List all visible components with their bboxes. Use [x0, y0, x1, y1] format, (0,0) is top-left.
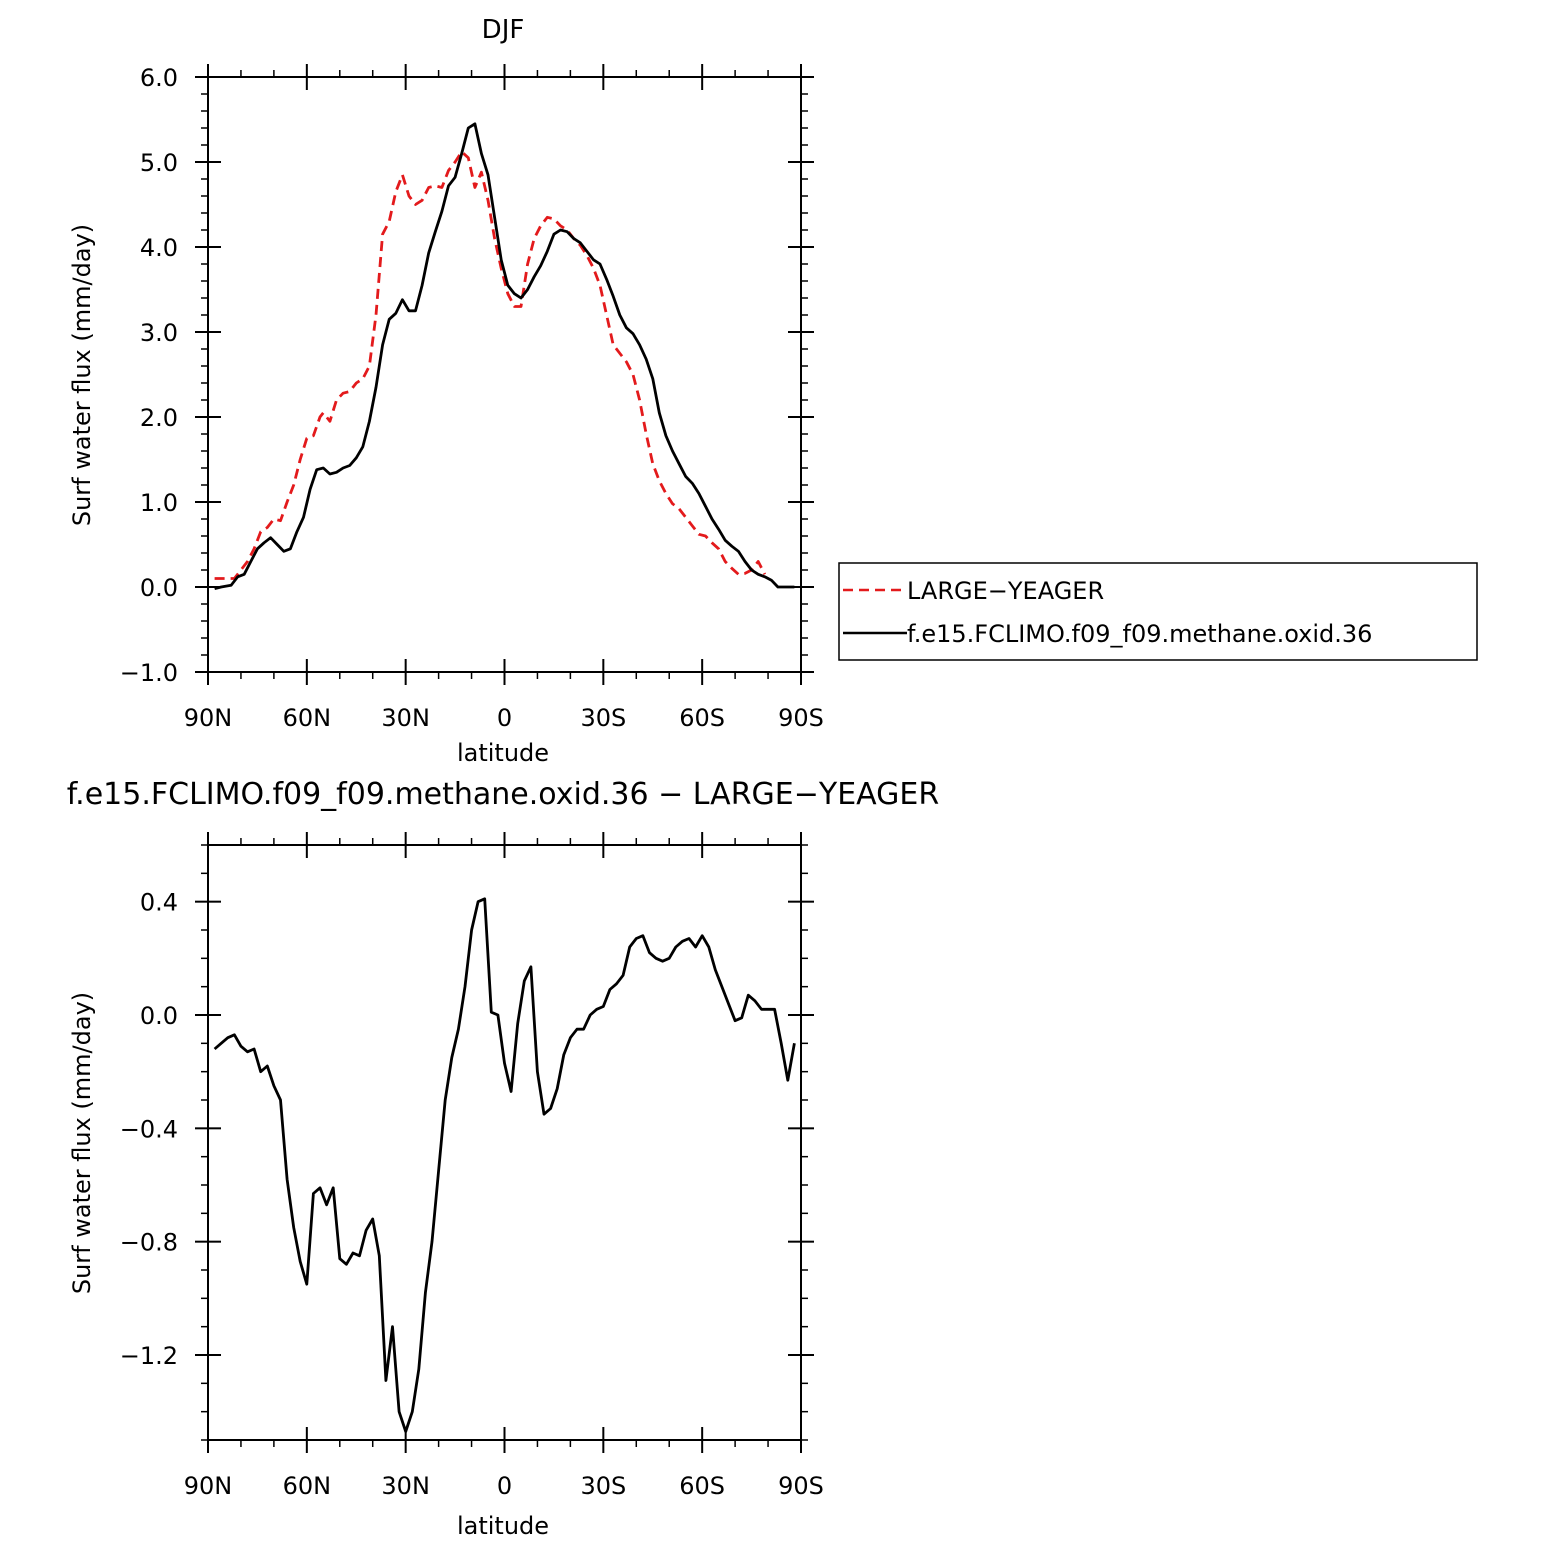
panel-title: DJF [482, 15, 525, 45]
plot-frame [207, 844, 802, 1441]
series-line-1 [213, 897, 796, 1433]
y-axis-label: Surf water flux (mm/day) [68, 224, 96, 526]
x-tick-label: 60N [283, 1472, 332, 1500]
y-tick-label: 1.0 [140, 489, 178, 517]
x-tick-label: 90S [778, 1472, 824, 1500]
x-tick-label: 30N [381, 704, 430, 732]
y-tick-label: −1.0 [120, 659, 178, 687]
y-tick-label: 2.0 [140, 404, 178, 432]
x-tick-label: 0 [497, 1472, 512, 1500]
y-tick-label: 0.0 [140, 1002, 178, 1030]
plot-frame [207, 76, 802, 673]
series-line-1 [214, 150, 767, 580]
axis-layer: 90N 60N 30N 0 30S 60S 90S −1.0 0.0 1.0 2.0 3.0 4.0 5.… [120, 64, 824, 732]
series-line-2 [214, 122, 795, 591]
y-tick-label: 0.4 [140, 889, 178, 917]
legend: LARGE−YEAGER f.e15.FCLIMO.f09_f09.methan… [838, 562, 1478, 661]
x-axis-label: latitude [457, 1512, 549, 1540]
y-tick-label: −1.2 [120, 1342, 178, 1370]
x-axis-label: latitude [457, 739, 549, 767]
panel-title: f.e15.FCLIMO.f09_f09.methane.oxid.36 − L… [67, 777, 939, 812]
x-tick-label: 30S [580, 1472, 626, 1500]
x-tick-label: 60S [679, 1472, 725, 1500]
x-tick-label: 0 [497, 704, 512, 732]
x-tick-label: 90N [184, 1472, 233, 1500]
x-tick-label: 30N [381, 1472, 430, 1500]
y-tick-label: 6.0 [140, 64, 178, 92]
x-tick-label: 90N [184, 704, 233, 732]
legend-entry-methane-oxid: f.e15.FCLIMO.f09_f09.methane.oxid.36 [907, 620, 1372, 648]
y-tick-label: 0.0 [140, 574, 178, 602]
x-tick-label: 30S [580, 704, 626, 732]
x-tick-label: 60N [283, 704, 332, 732]
y-tick-label: 4.0 [140, 234, 178, 262]
series-layer [213, 897, 796, 1433]
series-layer [214, 122, 795, 591]
y-tick-label: 5.0 [140, 149, 178, 177]
legend-box [838, 562, 1478, 661]
x-tick-label: 90S [778, 704, 824, 732]
y-tick-label: −0.4 [120, 1115, 178, 1143]
y-tick-label: 3.0 [140, 319, 178, 347]
y-axis-label: Surf water flux (mm/day) [68, 992, 96, 1294]
y-tick-label: −0.8 [120, 1229, 178, 1257]
djf-panel: DJF 90N 60N 30N 0 30S 60S 90S −1.0 0.0 1.0 2.0 3.0 4… [68, 15, 824, 767]
legend-entry-large-yeager: LARGE−YEAGER [907, 577, 1104, 605]
x-tick-label: 60S [679, 704, 725, 732]
axis-layer: 90N 60N 30N 0 30S 60S 90S −1.2 −0.8 −0.4 0.0 0.4 [120, 832, 824, 1500]
difference-panel: f.e15.FCLIMO.f09_f09.methane.oxid.36 − L… [67, 777, 939, 1540]
